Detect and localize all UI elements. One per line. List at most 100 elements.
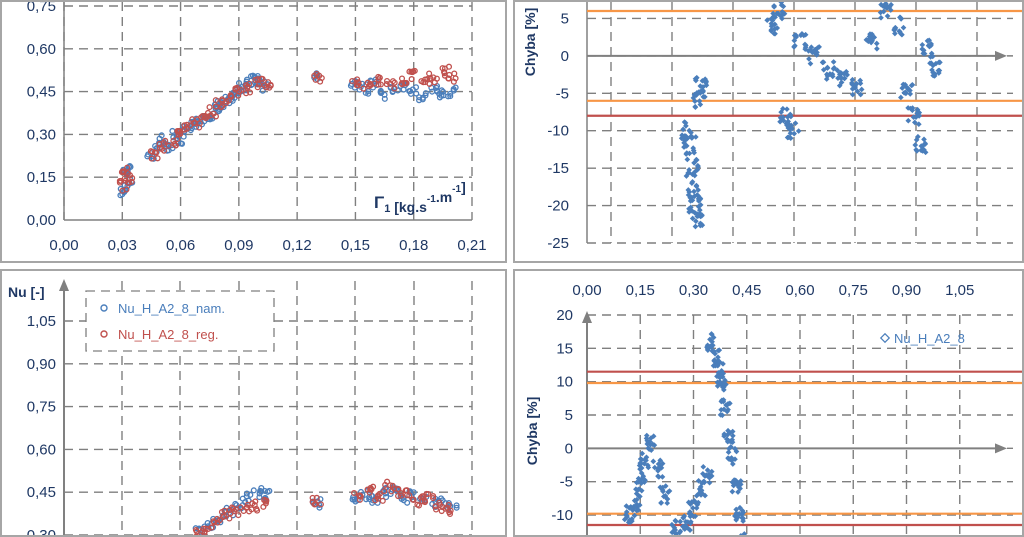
data-point: [913, 137, 920, 143]
data-point-nam: [169, 127, 176, 134]
data-point-nam: [387, 490, 394, 498]
data-point: [820, 66, 827, 73]
data-point-reg: [317, 501, 324, 508]
data-point-reg: [252, 76, 259, 83]
data-point: [691, 193, 698, 200]
y-tick-label: 0,75: [27, 2, 56, 15]
data-point: [921, 136, 927, 143]
data-point: [919, 42, 926, 48]
data-point-reg: [230, 505, 237, 512]
data-point-reg: [430, 493, 437, 500]
data-point-reg: [194, 533, 201, 535]
y-axis-label: Chyba [%]: [524, 397, 540, 465]
y-axis-label: Nu [-]: [8, 284, 45, 300]
data-point-reg: [252, 498, 259, 505]
data-point-reg: [351, 489, 358, 497]
data-point-reg: [436, 499, 443, 506]
data-point-reg: [243, 504, 250, 511]
data-point: [672, 527, 679, 533]
x-axis-label: Γ1 [kg.s-1.m-1]: [374, 179, 466, 215]
data-point-nam: [243, 493, 250, 500]
data-point-reg: [381, 488, 388, 495]
data-point: [858, 86, 865, 93]
data-point-nam: [204, 519, 211, 527]
data-point-nam: [256, 494, 263, 501]
data-point: [806, 56, 812, 62]
data-point-reg: [212, 97, 219, 104]
data-point-reg: [235, 92, 242, 99]
data-point: [919, 46, 926, 52]
data-point: [874, 45, 880, 52]
data-point-reg: [408, 76, 415, 83]
data-point: [700, 463, 707, 470]
data-point: [707, 336, 713, 343]
data-point-nam: [429, 88, 436, 95]
data-point-reg: [165, 142, 172, 149]
y-tick-label: -10: [551, 507, 573, 524]
data-point-reg: [430, 495, 437, 502]
chart-panel-bottom-right: 0,00 0,15 0,30 0,45 0,60 0,75 0,90 1,05 -10 -5 0 5 1…: [513, 269, 1024, 537]
data-point-reg: [409, 496, 416, 503]
chart-1-svg: 0,00 0,15 0,30 0,45 0,60 0,75 0,00 0,03 0,06 0,09…: [27, 2, 487, 254]
data-point-reg: [119, 187, 126, 194]
y-tick-label: 0,60: [27, 41, 56, 58]
data-point-reg: [210, 518, 217, 525]
data-point: [689, 178, 696, 185]
data-point: [732, 456, 738, 463]
data-point: [878, 14, 884, 21]
data-point-nam: [247, 73, 255, 80]
data-point: [907, 87, 913, 94]
data-point-reg: [398, 492, 405, 499]
data-point-reg: [379, 497, 386, 504]
data-point: [857, 91, 864, 98]
data-point: [925, 42, 932, 49]
data-point-nam: [422, 90, 429, 97]
data-point: [698, 488, 704, 494]
data-point-reg: [248, 506, 255, 513]
data-point-reg: [418, 78, 425, 85]
data-point: [669, 521, 675, 528]
data-point: [718, 406, 725, 413]
data-point-nam: [400, 497, 407, 504]
data-point-reg: [360, 85, 367, 92]
data-point: [907, 91, 914, 97]
data-point: [633, 479, 640, 486]
data-point-reg: [391, 85, 398, 92]
data-point-reg: [126, 172, 134, 179]
y-tick-label: 0,75: [27, 399, 56, 416]
data-point: [799, 31, 805, 37]
x-tick-label: 0,12: [283, 237, 312, 254]
x-tick-label: 0,06: [166, 237, 195, 254]
data-point: [919, 148, 926, 154]
data-point: [659, 474, 666, 480]
data-point-reg: [158, 145, 165, 153]
data-point: [691, 188, 697, 195]
data-point: [900, 81, 907, 88]
data-point-reg: [439, 65, 446, 72]
data-point: [892, 26, 898, 33]
axis-arrow-y: [582, 311, 592, 323]
y-tick-label: 0,30: [27, 527, 56, 535]
data-point-nam: [259, 87, 266, 94]
data-point: [726, 456, 732, 462]
y-tick-label: 0,90: [27, 356, 56, 373]
data-point: [807, 60, 814, 67]
data-point: [915, 121, 922, 128]
data-point: [721, 433, 727, 439]
data-point-reg: [427, 75, 434, 82]
data-point: [735, 489, 741, 495]
data-point-reg: [446, 509, 453, 516]
data-point-reg: [356, 492, 363, 499]
data-point: [681, 139, 687, 146]
y-tick-label: -5: [556, 85, 569, 102]
data-point-reg: [433, 75, 440, 82]
data-point-nam: [406, 88, 413, 95]
data-point-reg: [318, 74, 325, 82]
data-point-reg: [204, 113, 211, 120]
data-point-reg: [403, 487, 410, 494]
chart-panel-top-right: -25 -20 -15 -10 -5 0 5 Chyba [%]: [513, 0, 1024, 263]
x-tick-label: 0,03: [108, 237, 137, 254]
data-point: [813, 51, 820, 58]
data-point-nam: [177, 140, 184, 147]
data-point: [709, 348, 716, 354]
